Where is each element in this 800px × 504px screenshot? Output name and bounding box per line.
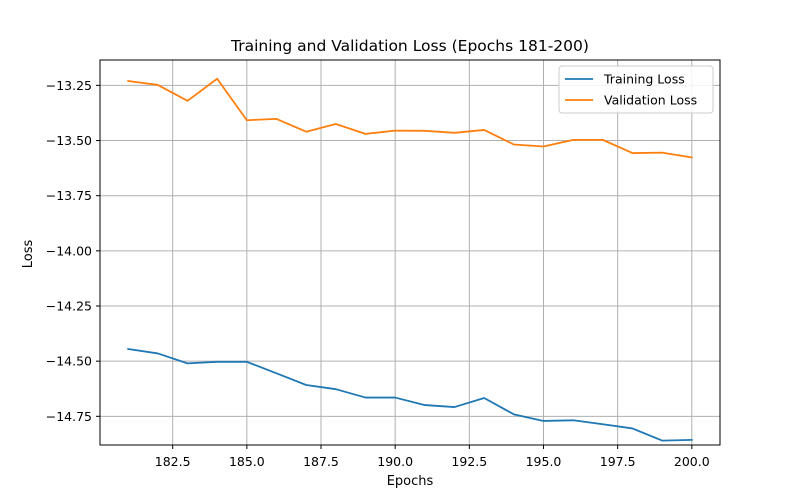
grid-lines xyxy=(100,60,720,445)
x-tick-label: 182.5 xyxy=(155,454,191,469)
series-line-training-loss xyxy=(127,348,693,442)
x-tick-label: 190.0 xyxy=(377,454,413,469)
x-tick-label: 187.5 xyxy=(303,454,339,469)
legend: Training Loss Validation Loss xyxy=(558,65,714,114)
chart-title: Training and Validation Loss (Epochs 181… xyxy=(230,37,589,55)
series-line-validation-loss xyxy=(127,77,693,159)
x-tick-label: 185.0 xyxy=(229,454,265,469)
y-tick-label: −14.75 xyxy=(46,409,92,424)
x-axis-ticks: 182.5 185.0 187.5 190.0 192.5 195.0 197.5 200.0 xyxy=(155,445,710,469)
x-axis-label: Epochs xyxy=(387,474,434,489)
plot-area xyxy=(100,60,720,445)
x-tick-label: 200.0 xyxy=(674,454,710,469)
axes-frame xyxy=(99,59,721,446)
x-tick-label: 197.5 xyxy=(600,454,636,469)
legend-label-training-loss: Training Loss xyxy=(603,72,685,87)
y-tick-label: −14.50 xyxy=(46,354,92,369)
y-tick-label: −13.75 xyxy=(46,188,92,203)
y-axis-ticks: −13.25 −13.50 −13.75 −14.00 −14.25 −14.50 −14.… xyxy=(46,78,100,424)
y-axis-label: Loss xyxy=(21,240,36,269)
series-lines xyxy=(127,77,693,442)
y-tick-label: −13.50 xyxy=(46,133,92,148)
x-tick-label: 195.0 xyxy=(526,454,562,469)
y-tick-label: −14.00 xyxy=(46,243,92,258)
legend-box xyxy=(558,65,714,114)
y-tick-label: −13.25 xyxy=(46,78,92,93)
legend-label-validation-loss: Validation Loss xyxy=(604,93,697,108)
x-tick-label: 192.5 xyxy=(451,454,487,469)
y-tick-label: −14.25 xyxy=(46,299,92,314)
